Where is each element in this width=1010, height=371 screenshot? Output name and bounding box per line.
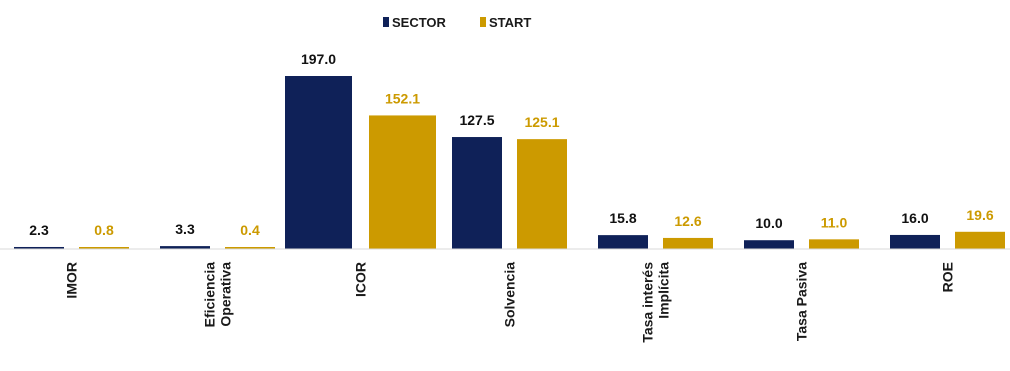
category-labels-group: IMOR Eficiencia Operativa ICOR Solvencia Tasa… — [64, 262, 956, 343]
data-labels-group: 2.3 0.8 3.3 0.4 197.0 152.1 127.5 125.1 15.8 12.6… — [29, 51, 994, 238]
data-label-start-4: 12.6 — [674, 213, 701, 229]
category-label-3: Solvencia — [502, 262, 518, 328]
data-label-sector-4: 15.8 — [609, 210, 636, 226]
category-label-line: Operativa — [218, 262, 234, 327]
bar-sector-4 — [598, 235, 648, 249]
data-label-start-3: 125.1 — [524, 114, 559, 130]
category-label-2: ICOR — [353, 262, 369, 297]
data-label-start-5: 11.0 — [821, 214, 848, 230]
data-label-start-6: 19.6 — [966, 207, 993, 223]
category-label-line: Solvencia — [502, 262, 518, 328]
data-label-sector-6: 16.0 — [901, 210, 928, 226]
category-label-line: Eficiencia — [202, 262, 218, 328]
category-label-0: IMOR — [64, 262, 80, 299]
bar-sector-3 — [452, 137, 502, 249]
data-label-sector-1: 3.3 — [175, 221, 195, 237]
bar-start-4 — [663, 237, 713, 249]
category-label-6: ROE — [940, 262, 956, 292]
data-label-start-2: 152.1 — [385, 90, 420, 106]
bar-start-6 — [955, 231, 1005, 249]
data-label-start-1: 0.4 — [240, 222, 260, 238]
bars-group — [14, 76, 1005, 249]
category-label-line: ROE — [940, 262, 956, 292]
bar-start-5 — [809, 239, 859, 249]
data-label-sector-3: 127.5 — [459, 112, 494, 128]
category-label-1: Eficiencia Operativa — [202, 262, 234, 328]
data-label-sector-5: 10.0 — [755, 215, 782, 231]
bar-start-0 — [79, 247, 129, 249]
legend-swatch-sector — [383, 17, 389, 27]
bar-start-3 — [517, 139, 567, 249]
bar-sector-2 — [285, 76, 352, 249]
category-label-4: Tasa interés Implícita — [640, 262, 672, 343]
bar-sector-6 — [890, 234, 940, 249]
category-label-line: IMOR — [64, 262, 80, 299]
category-label-line: Tasa Pasiva — [794, 262, 810, 341]
bar-start-1 — [225, 247, 275, 249]
category-label-line: ICOR — [353, 262, 369, 297]
data-label-start-0: 0.8 — [94, 222, 114, 238]
category-label-line: Implícita — [656, 262, 672, 319]
legend-label-start: START — [489, 15, 531, 30]
bar-sector-1 — [160, 246, 210, 249]
bar-sector-0 — [14, 246, 64, 249]
bar-sector-5 — [744, 240, 794, 249]
chart-legend: SECTOR START — [383, 15, 531, 30]
legend-label-sector: SECTOR — [392, 15, 447, 30]
category-label-5: Tasa Pasiva — [794, 262, 810, 341]
data-label-sector-0: 2.3 — [29, 222, 49, 238]
legend-swatch-start — [480, 17, 486, 27]
data-label-sector-2: 197.0 — [301, 51, 336, 67]
bar-start-2 — [369, 115, 436, 249]
category-label-line: Tasa interés — [640, 262, 656, 343]
